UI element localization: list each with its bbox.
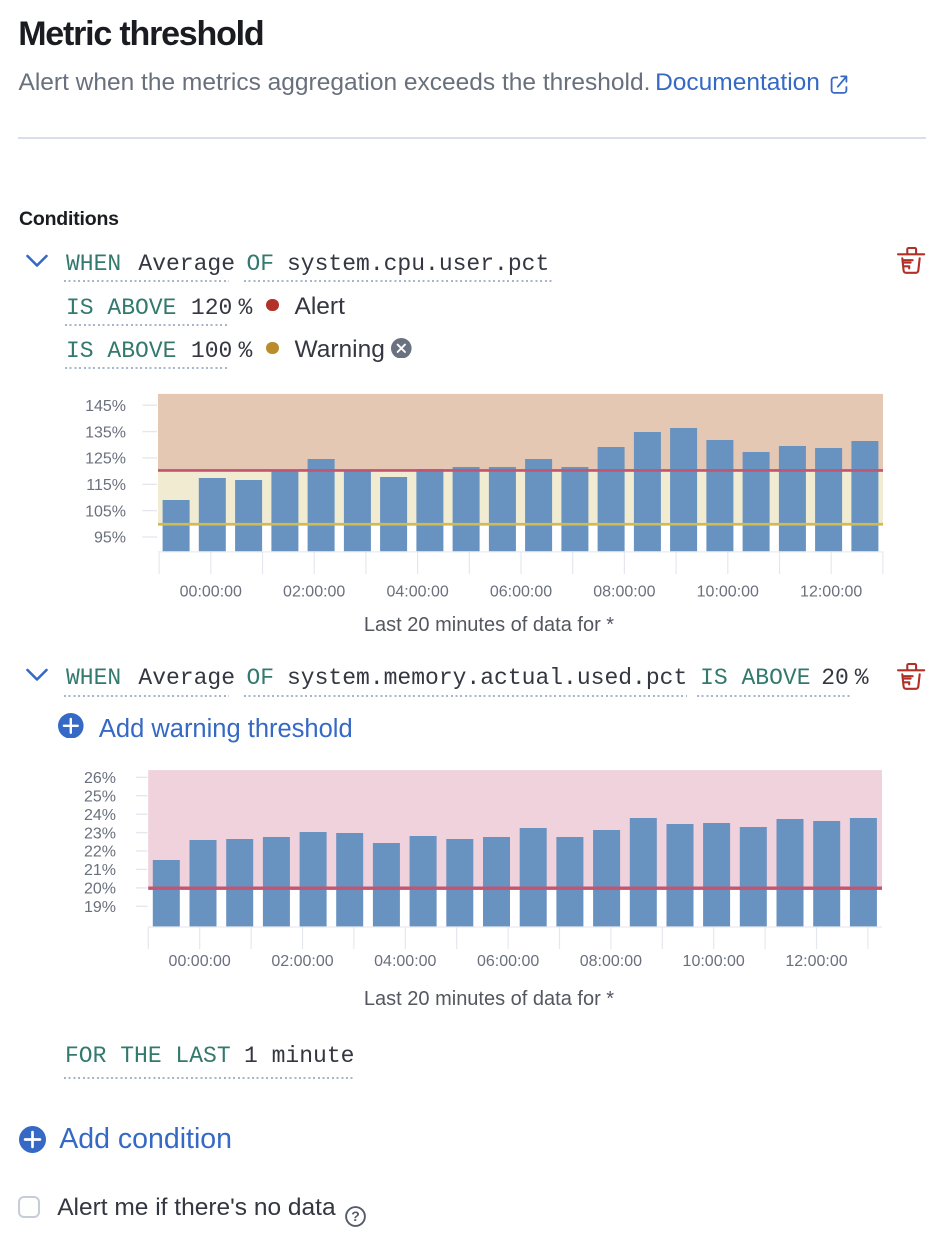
svg-text:145%: 145% [85,398,126,415]
svg-text:95%: 95% [94,530,126,547]
svg-text:00:00:00: 00:00:00 [169,953,231,970]
svg-text:135%: 135% [85,424,126,441]
svg-text:105%: 105% [85,503,126,520]
svg-text:10:00:00: 10:00:00 [697,583,759,600]
svg-text:?: ? [351,1208,360,1224]
svg-text:25%: 25% [84,788,116,805]
svg-text:10:00:00: 10:00:00 [683,953,745,970]
svg-text:06:00:00: 06:00:00 [490,583,552,600]
svg-text:12:00:00: 12:00:00 [785,953,847,970]
svg-text:04:00:00: 04:00:00 [374,953,436,970]
svg-text:125%: 125% [85,451,126,468]
svg-text:20%: 20% [84,881,116,898]
svg-text:02:00:00: 02:00:00 [271,953,333,970]
svg-text:24%: 24% [84,807,116,824]
svg-text:Last 20 minutes of data for *: Last 20 minutes of data for * [364,988,614,1010]
svg-text:26%: 26% [84,770,116,787]
svg-text:23%: 23% [84,825,116,842]
svg-text:06:00:00: 06:00:00 [477,953,539,970]
svg-text:00:00:00: 00:00:00 [180,583,242,600]
svg-text:12:00:00: 12:00:00 [800,583,862,600]
svg-text:08:00:00: 08:00:00 [593,583,655,600]
svg-text:22%: 22% [84,844,116,861]
svg-text:Last 20 minutes of data for *: Last 20 minutes of data for * [364,614,614,636]
svg-text:115%: 115% [86,477,126,494]
svg-text:02:00:00: 02:00:00 [283,583,345,600]
svg-text:04:00:00: 04:00:00 [386,583,448,600]
svg-text:21%: 21% [84,862,116,879]
svg-text:19%: 19% [84,899,116,916]
svg-text:08:00:00: 08:00:00 [580,953,642,970]
